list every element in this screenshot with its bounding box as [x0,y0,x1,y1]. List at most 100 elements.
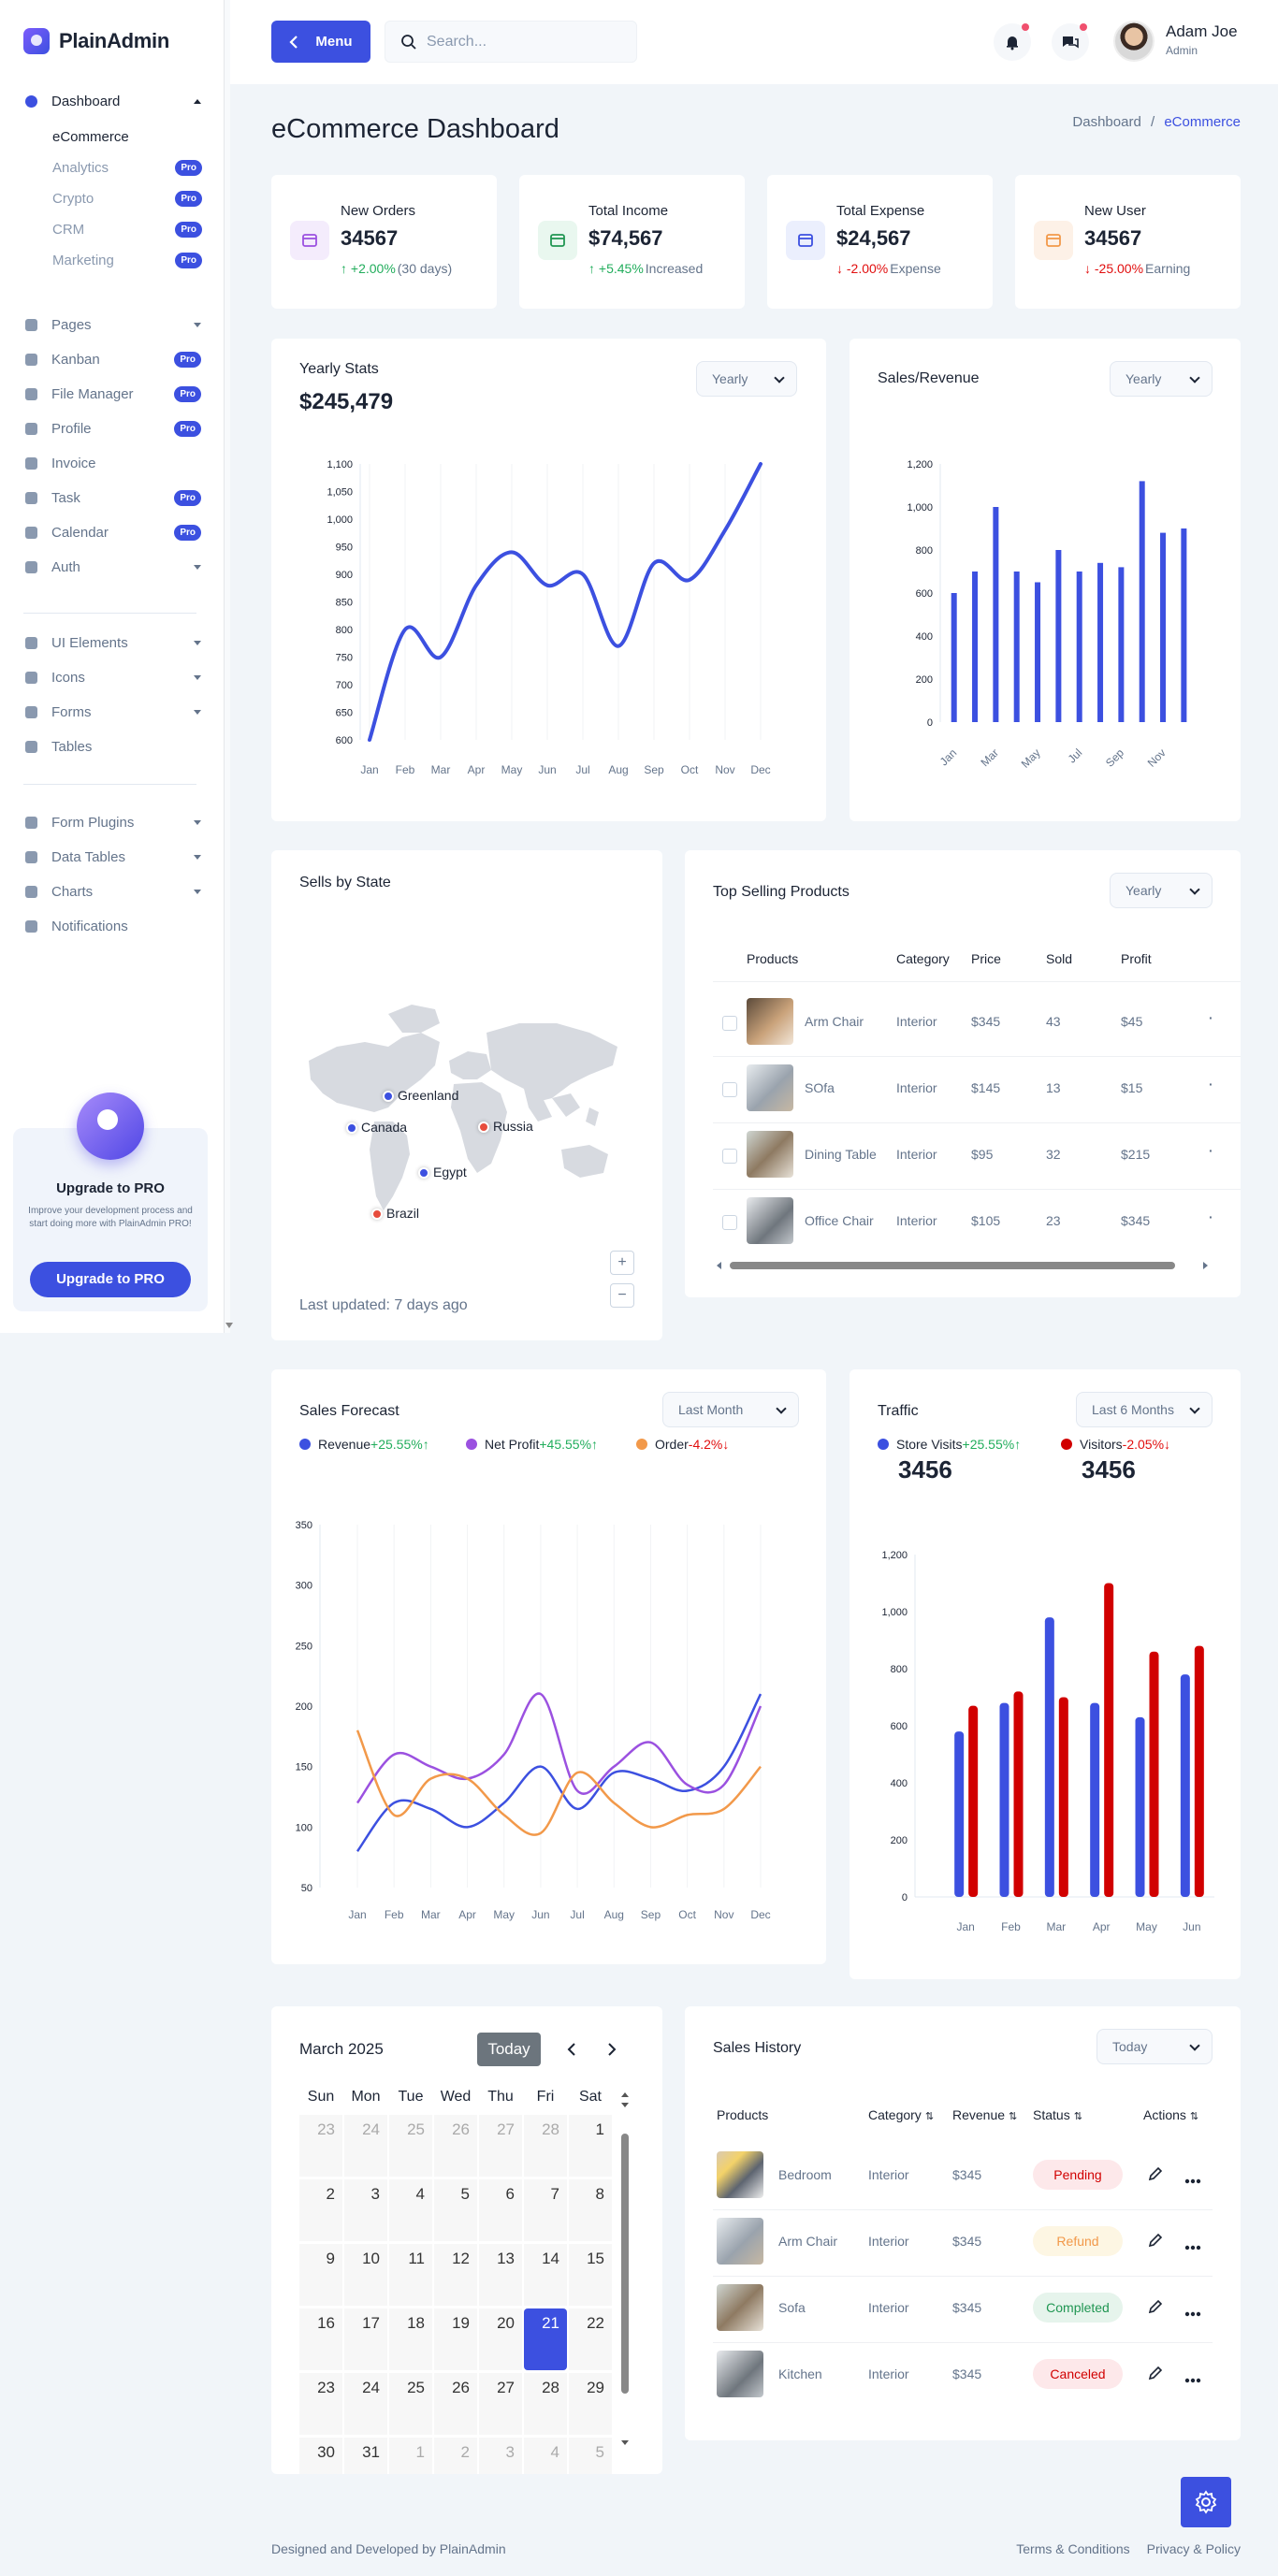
calendar-day[interactable]: 11 [389,2244,432,2306]
edit-icon[interactable] [1147,2232,1164,2251]
calendar-prev-icon[interactable] [566,2042,577,2057]
legend-item[interactable]: Order-4.2%↓ [636,1437,729,1452]
map-marker[interactable] [371,1208,383,1220]
calendar-day[interactable]: 4 [524,2438,567,2474]
legend-item[interactable]: Net Profit+45.55%↑ [466,1437,598,1452]
row-checkbox[interactable] [722,1082,737,1097]
edit-icon[interactable] [1147,2365,1164,2384]
sidebar-item-ui-elements[interactable]: UI Elements [23,630,201,655]
calendar-day[interactable]: 24 [344,2373,387,2435]
sidebar-item-dashboard[interactable]: Dashboard [23,89,201,113]
legend-item[interactable]: Store Visits+25.55%↑ [878,1437,1021,1452]
world-map[interactable] [299,991,627,1224]
legend-item[interactable]: Visitors-2.05%↓ [1061,1437,1170,1452]
sidebar-item-auth[interactable]: Auth [23,555,201,579]
sidebar-scrollbar[interactable] [225,0,233,1333]
yearly-filter-dropdown[interactable]: Yearly [696,361,797,397]
scroll-down-arrow-icon[interactable] [621,2103,629,2107]
row-more-icon[interactable]: · [1209,1143,1213,1158]
sidebar-subitem-crypto[interactable]: Crypto Pro [52,187,202,210]
calendar-day[interactable]: 28 [524,2115,567,2177]
calendar-day[interactable]: 2 [434,2438,477,2474]
calendar-day[interactable]: 18 [389,2308,432,2370]
calendar-day[interactable]: 15 [569,2244,612,2306]
calendar-day[interactable]: 1 [389,2438,432,2474]
calendar-day[interactable]: 16 [299,2308,342,2370]
calendar-day[interactable]: 9 [299,2244,342,2306]
calendar-day[interactable]: 17 [344,2308,387,2370]
sidebar-item-profile[interactable]: Profile Pro [23,416,201,441]
calendar-day[interactable]: 22 [569,2308,612,2370]
scroll-left-arrow-icon[interactable] [717,1262,721,1269]
calendar-day[interactable]: 27 [479,2373,522,2435]
map-marker[interactable] [418,1167,429,1179]
map-marker[interactable] [478,1122,489,1133]
more-icon[interactable] [1184,2172,1201,2187]
sidebar-subitem-marketing[interactable]: Marketing Pro [52,249,202,271]
calendar-day[interactable]: 14 [524,2244,567,2306]
calendar-day[interactable]: 3 [479,2438,522,2474]
settings-button[interactable] [1181,2477,1231,2527]
table-header[interactable]: Category ⇅ [868,2107,934,2122]
calendar-day[interactable]: 30 [299,2438,342,2474]
calendar-day[interactable]: 19 [434,2308,477,2370]
forecast-filter-dropdown[interactable]: Last Month [662,1392,799,1427]
sidebar-item-invoice[interactable]: Invoice [23,451,201,475]
sort-icon[interactable]: ⇅ [1073,2111,1082,2122]
sort-icon[interactable]: ⇅ [1009,2111,1018,2122]
table-horizontal-scrollbar[interactable] [730,1262,1175,1269]
row-more-icon[interactable]: · [1209,1077,1213,1092]
calendar-day[interactable]: 12 [434,2244,477,2306]
sidebar-item-form-plugins[interactable]: Form Plugins [23,810,201,834]
table-header[interactable]: Status ⇅ [1033,2107,1082,2122]
calendar-day[interactable]: 26 [434,2115,477,2177]
calendar-day[interactable]: 5 [569,2438,612,2474]
sidebar-item-data-tables[interactable]: Data Tables [23,845,201,869]
sort-icon[interactable]: ⇅ [924,2111,935,2122]
history-filter-dropdown[interactable]: Today [1096,2029,1213,2064]
calendar-day[interactable]: 23 [299,2373,342,2435]
row-checkbox[interactable] [722,1149,737,1164]
more-icon[interactable] [1184,2238,1201,2253]
breadcrumb-dashboard[interactable]: Dashboard [1072,114,1141,130]
row-checkbox[interactable] [722,1215,737,1230]
avatar[interactable] [1113,21,1155,62]
calendar-day[interactable]: 31 [344,2438,387,2474]
menu-button[interactable]: Menu [271,21,370,63]
calendar-day[interactable]: 26 [434,2373,477,2435]
calendar-day[interactable]: 28 [524,2373,567,2435]
sidebar-item-forms[interactable]: Forms [23,700,201,724]
calendar-day[interactable]: 25 [389,2115,432,2177]
sales-filter-dropdown[interactable]: Yearly [1110,361,1213,397]
legend-item[interactable]: Revenue+25.55%↑ [299,1437,429,1452]
calendar-day[interactable]: 24 [344,2115,387,2177]
calendar-day[interactable]: 8 [569,2179,612,2241]
calendar-day[interactable]: 25 [389,2373,432,2435]
top-products-filter-dropdown[interactable]: Yearly [1110,873,1213,908]
calendar-scrollbar[interactable] [621,2134,629,2394]
map-zoom-out-button[interactable]: − [610,1283,634,1308]
calendar-day[interactable]: 1 [569,2115,612,2177]
sort-icon[interactable]: ⇅ [1189,2111,1199,2122]
sidebar-item-charts[interactable]: Charts [23,879,201,904]
traffic-filter-dropdown[interactable]: Last 6 Months [1076,1392,1213,1427]
calendar-day[interactable]: 13 [479,2244,522,2306]
calendar-next-icon[interactable] [606,2042,617,2057]
map-zoom-in-button[interactable]: + [610,1251,634,1275]
search-box[interactable] [385,21,637,63]
sidebar-item-task[interactable]: Task Pro [23,485,201,510]
edit-icon[interactable] [1147,2165,1164,2185]
scroll-down-arrow-icon[interactable] [225,1323,233,1328]
calendar-day[interactable]: 20 [479,2308,522,2370]
sidebar-item-pages[interactable]: Pages [23,312,201,337]
sidebar-subitem-ecommerce[interactable]: eCommerce [52,125,202,148]
table-header[interactable]: Actions ⇅ [1143,2107,1198,2122]
calendar-day[interactable]: 7 [524,2179,567,2241]
calendar-day[interactable]: 6 [479,2179,522,2241]
calendar-today-button[interactable]: Today [477,2033,541,2066]
calendar-day[interactable]: 29 [569,2373,612,2435]
logo[interactable]: PlainAdmin [23,28,169,54]
map-marker[interactable] [383,1091,394,1102]
map-marker[interactable] [346,1122,357,1134]
sidebar-item-tables[interactable]: Tables [23,734,201,759]
